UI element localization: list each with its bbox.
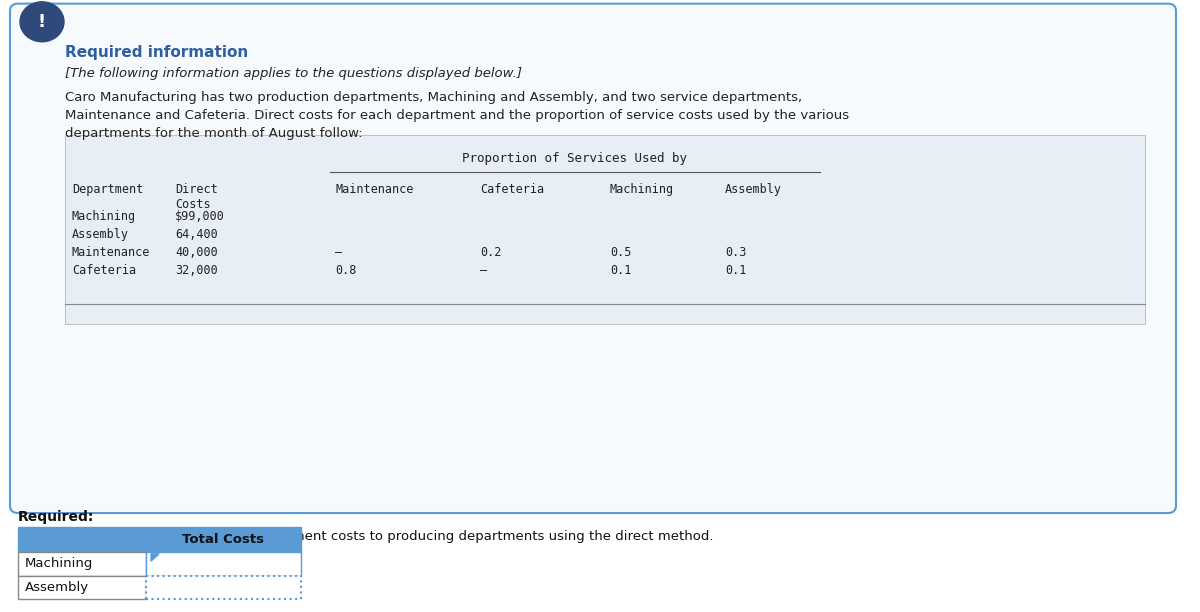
Text: 0.5: 0.5 xyxy=(610,246,631,259)
Text: Direct
Costs: Direct Costs xyxy=(175,182,217,211)
Text: 40,000: 40,000 xyxy=(175,246,217,259)
FancyBboxPatch shape xyxy=(18,552,146,576)
Text: Assembly: Assembly xyxy=(725,182,782,195)
Text: –: – xyxy=(335,246,342,259)
Text: $99,000: $99,000 xyxy=(175,210,224,223)
Text: [The following information applies to the questions displayed below.]: [The following information applies to th… xyxy=(65,67,522,80)
Text: Assembly: Assembly xyxy=(25,581,89,594)
FancyBboxPatch shape xyxy=(18,527,301,552)
Text: Cafeteria: Cafeteria xyxy=(480,182,544,195)
Text: Required information: Required information xyxy=(65,45,248,61)
Circle shape xyxy=(20,2,64,42)
FancyBboxPatch shape xyxy=(65,135,1145,324)
Text: 0.3: 0.3 xyxy=(725,246,746,259)
Text: Maintenance: Maintenance xyxy=(72,246,150,259)
Text: Maintenance: Maintenance xyxy=(335,182,413,195)
Text: Required:: Required: xyxy=(18,510,95,524)
Text: Assembly: Assembly xyxy=(72,228,130,241)
Text: –: – xyxy=(480,264,487,277)
Text: !: ! xyxy=(38,13,46,31)
Text: Compute the allocation of service department costs to producing departments usin: Compute the allocation of service depart… xyxy=(18,530,718,543)
Text: 64,400: 64,400 xyxy=(175,228,217,241)
Text: 32,000: 32,000 xyxy=(175,264,217,277)
Text: 0.1: 0.1 xyxy=(725,264,746,277)
Text: Cafeteria: Cafeteria xyxy=(72,264,136,277)
FancyBboxPatch shape xyxy=(18,576,146,599)
Polygon shape xyxy=(151,554,158,561)
Text: Machining: Machining xyxy=(25,558,94,570)
Text: 0.8: 0.8 xyxy=(335,264,356,277)
Text: 0.1: 0.1 xyxy=(610,264,631,277)
FancyBboxPatch shape xyxy=(146,576,301,599)
Text: Caro Manufacturing has two production departments, Machining and Assembly, and t: Caro Manufacturing has two production de… xyxy=(65,91,850,140)
Text: Machining: Machining xyxy=(72,210,136,223)
Text: Total Costs: Total Costs xyxy=(182,533,264,546)
Text: Proportion of Services Used by: Proportion of Services Used by xyxy=(462,152,688,165)
Text: (Do not round intermediate
calculations.): (Do not round intermediate calculations.… xyxy=(18,548,224,577)
FancyBboxPatch shape xyxy=(10,4,1176,513)
FancyBboxPatch shape xyxy=(146,552,301,576)
Text: Department: Department xyxy=(72,182,143,195)
Text: 0.2: 0.2 xyxy=(480,246,502,259)
Text: Machining: Machining xyxy=(610,182,674,195)
